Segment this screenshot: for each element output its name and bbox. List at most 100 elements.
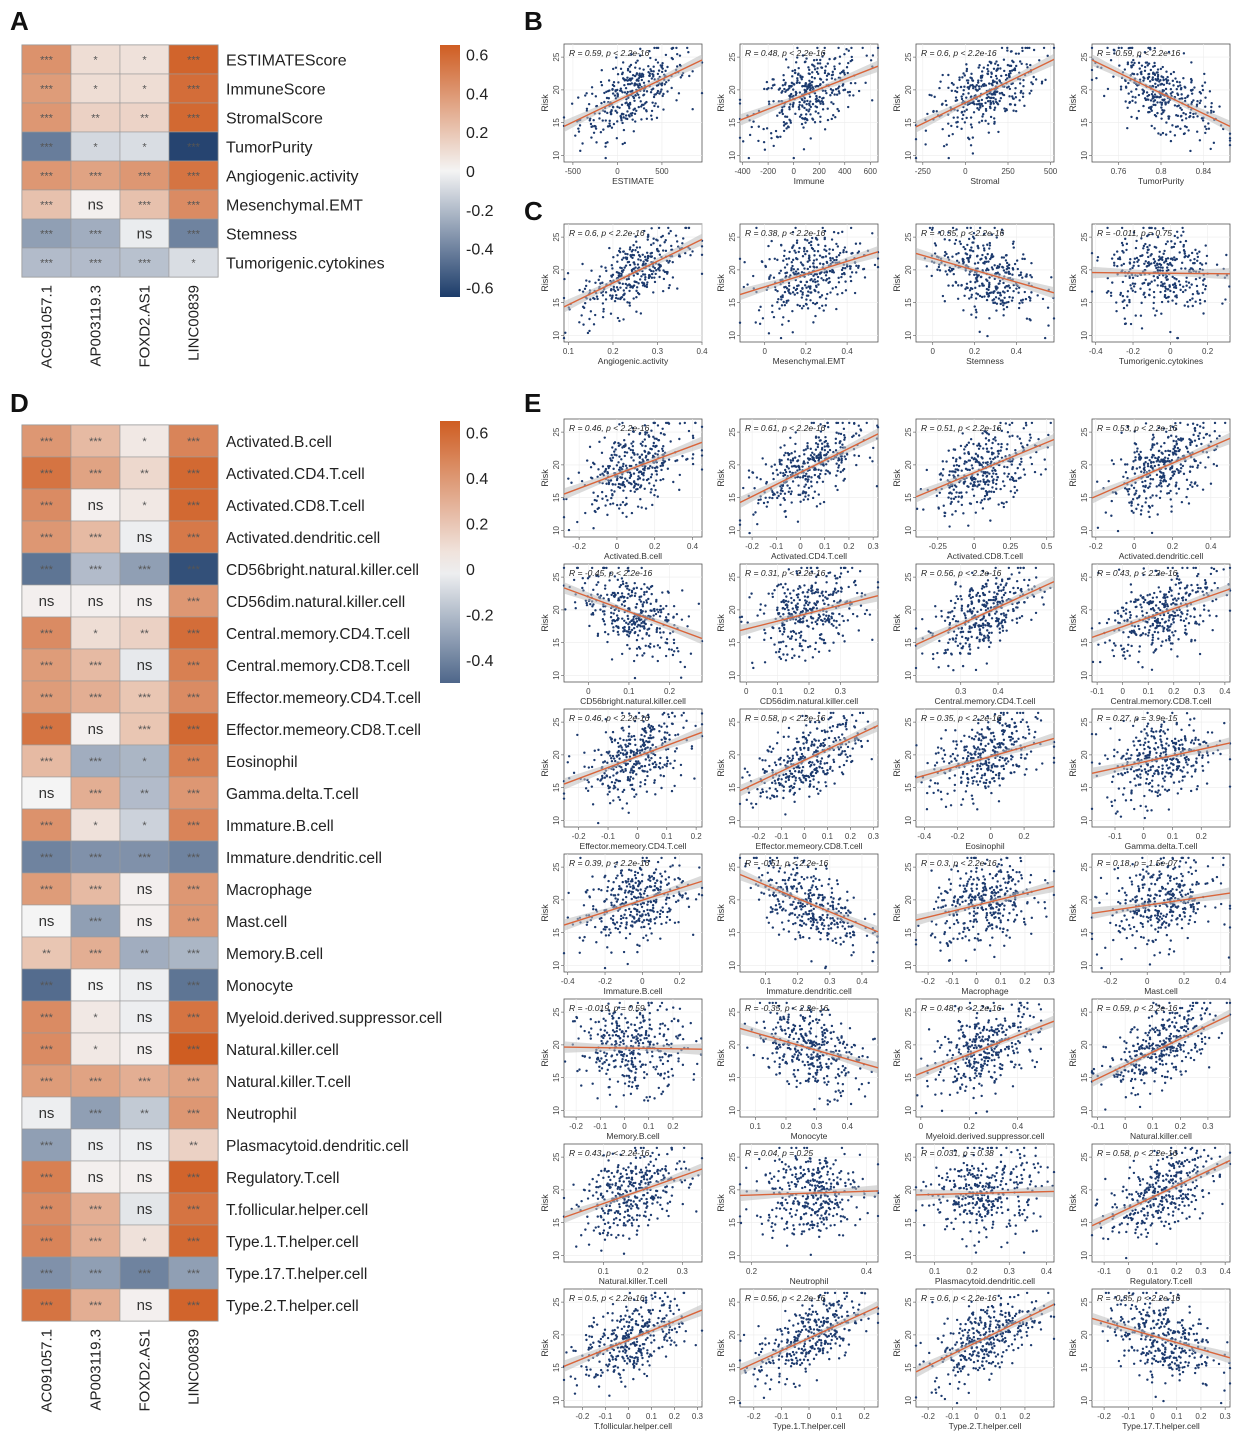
scatter-point xyxy=(975,84,978,87)
scatter-point xyxy=(955,458,958,461)
scatter-point xyxy=(1132,486,1136,490)
scatter-point xyxy=(954,96,958,99)
scatter-point xyxy=(783,468,787,472)
scatter-point xyxy=(632,108,635,111)
x-tick-label: 400 xyxy=(838,167,852,176)
scatter-point xyxy=(1014,472,1017,475)
scatter-point xyxy=(818,262,822,265)
scatter-point xyxy=(968,256,972,259)
heatmap-d: *** *** * *** Activated.B.cell*** *** ** *** Act… xyxy=(21,421,494,1412)
significance-label: *** xyxy=(187,113,201,125)
scatter-point xyxy=(1126,126,1129,130)
scatter-point xyxy=(1028,46,1031,50)
scatter-point xyxy=(826,62,830,65)
scatter-point xyxy=(813,77,816,80)
scatter-point xyxy=(584,511,587,515)
scatter-point xyxy=(1202,312,1205,315)
scatter-point xyxy=(851,435,854,439)
scatter-point xyxy=(757,309,761,312)
scatter-point xyxy=(788,108,791,111)
scatter-point xyxy=(1174,485,1177,488)
scatter-point xyxy=(746,283,749,286)
scatter-point xyxy=(738,523,742,526)
scatter-point xyxy=(687,51,690,54)
scatter-point xyxy=(992,437,995,441)
scatter-point xyxy=(1031,82,1034,86)
scatter-point xyxy=(959,242,962,246)
scatter-point xyxy=(986,243,989,246)
scatter-point xyxy=(654,452,657,455)
scatter-point xyxy=(806,480,809,483)
scatter-point xyxy=(624,78,628,82)
scatter-point xyxy=(829,88,833,91)
scatter-point xyxy=(1186,94,1190,97)
scatter-point xyxy=(816,72,820,76)
y-tick-label: 10 xyxy=(904,330,913,339)
scatter-point xyxy=(765,505,769,508)
scatter-point xyxy=(606,141,609,144)
scatter-point xyxy=(603,436,606,439)
scatter-point xyxy=(806,442,809,445)
heatmap-cell xyxy=(119,520,170,554)
scatter-point xyxy=(809,243,813,247)
scatter-point xyxy=(643,424,647,427)
significance-label: *** xyxy=(187,55,201,67)
scatter-point xyxy=(751,471,754,474)
scatter-point xyxy=(968,273,971,276)
scatter-point xyxy=(634,266,637,269)
scatter-point xyxy=(1003,465,1006,469)
scatter-point xyxy=(764,496,767,499)
scatter-point xyxy=(1172,245,1176,249)
scatter-point xyxy=(608,464,611,468)
scatter-point xyxy=(1145,456,1149,459)
scatter-point xyxy=(1020,460,1023,463)
scatter-point xyxy=(845,250,848,254)
scatter-point xyxy=(643,229,646,233)
scatter-point xyxy=(966,226,969,230)
scatter-point xyxy=(652,484,656,487)
scatter-point xyxy=(991,268,995,271)
scatter-point xyxy=(848,265,851,268)
scatter-point xyxy=(754,511,757,514)
row-label: Macrophage xyxy=(226,882,312,899)
y-tick-label: 10 xyxy=(552,150,561,159)
row-label: Regulatory.T.cell xyxy=(226,1170,339,1187)
significance-label: ns xyxy=(137,657,153,674)
scatter-point xyxy=(624,264,628,267)
scatter-point xyxy=(1020,89,1023,93)
scatter-point xyxy=(626,260,630,264)
scatter-point xyxy=(782,124,786,127)
scatter-point xyxy=(589,466,593,469)
scatter-point xyxy=(1142,79,1145,82)
scatter-point xyxy=(830,101,833,104)
scatter-point xyxy=(790,452,793,455)
significance-label: *** xyxy=(187,436,201,448)
scatter-point xyxy=(700,245,704,248)
scatter-point xyxy=(1193,426,1197,430)
scatter-point xyxy=(654,58,658,62)
scatter-point xyxy=(1193,429,1197,432)
scatter-point xyxy=(819,295,822,299)
scatter-point xyxy=(806,446,809,450)
scatter-point xyxy=(1007,74,1011,77)
scatter-point xyxy=(803,84,806,88)
scatter-point xyxy=(808,95,812,98)
scatter-point xyxy=(1209,482,1213,485)
scatter-point xyxy=(839,470,842,474)
scatter-point xyxy=(600,490,604,494)
scatter-point xyxy=(750,125,753,129)
scatter-point xyxy=(982,480,985,483)
scatter-point xyxy=(986,64,990,67)
scatter-point xyxy=(1142,247,1145,250)
scatter-point xyxy=(1115,250,1119,253)
scatter-point xyxy=(971,467,974,470)
scatter-point xyxy=(634,235,637,238)
significance-label: *** xyxy=(187,1204,201,1216)
scatter-point xyxy=(661,249,665,252)
scatter-point xyxy=(650,488,653,491)
scatter-point xyxy=(824,274,828,277)
scatter-point xyxy=(597,468,600,471)
scatter-point xyxy=(692,436,695,440)
scatter-point xyxy=(765,127,769,130)
